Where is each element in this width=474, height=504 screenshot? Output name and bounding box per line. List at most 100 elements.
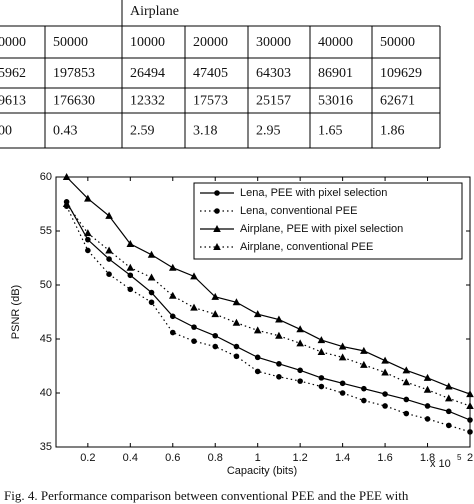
marker — [317, 336, 326, 344]
x-axis-label: Capacity (bits) — [227, 465, 297, 477]
marker — [296, 325, 304, 333]
marker — [467, 417, 473, 423]
marker — [361, 385, 367, 392]
x-tick-label: 1.4 — [335, 452, 350, 464]
table-cell: 25157 — [256, 94, 291, 109]
marker — [126, 263, 135, 271]
marker — [127, 272, 134, 279]
y-tick-label: 40 — [40, 387, 52, 399]
series-line — [66, 205, 471, 433]
marker — [361, 397, 367, 404]
marker — [85, 236, 91, 243]
marker — [84, 229, 92, 237]
marker — [402, 378, 411, 386]
marker — [106, 256, 112, 262]
marker — [148, 289, 155, 296]
x-tick-label: 1.8 — [420, 452, 435, 464]
marker — [275, 315, 283, 323]
marker — [211, 292, 220, 300]
table-cell: 1.65 — [318, 124, 343, 139]
marker — [106, 271, 112, 278]
table-cell: 2.95 — [256, 124, 281, 139]
marker — [168, 263, 177, 271]
marker — [296, 339, 304, 347]
y-axis-label: PSNR (dB) — [10, 285, 22, 339]
marker — [191, 338, 197, 344]
marker — [169, 329, 176, 336]
marker — [190, 272, 198, 280]
x-exponent-power: 5 — [457, 453, 462, 462]
table-cell: 40000 — [318, 35, 353, 50]
y-tick-label: 35 — [40, 441, 52, 453]
marker — [318, 375, 325, 381]
marker — [253, 310, 262, 318]
y-tick-label: 50 — [40, 279, 52, 291]
marker — [147, 250, 156, 258]
marker — [297, 367, 303, 374]
marker — [105, 211, 113, 219]
legend-label: Lena, conventional PEE — [240, 205, 357, 217]
marker — [276, 374, 282, 380]
table-cell: 3.18 — [193, 124, 218, 139]
marker — [424, 416, 431, 422]
marker — [318, 383, 325, 390]
marker — [403, 396, 410, 403]
marker — [402, 366, 411, 374]
table-cell: 10000 — [130, 35, 165, 50]
marker — [126, 239, 135, 247]
legend-label: Airplane, PEE with pixel selection — [240, 223, 403, 235]
marker — [275, 331, 283, 339]
marker — [403, 410, 410, 417]
legend-marker — [214, 190, 220, 196]
marker — [381, 368, 389, 376]
marker — [444, 382, 453, 390]
legend-label: Airplane, conventional PEE — [240, 241, 373, 253]
marker — [254, 354, 261, 361]
table-cell: 0.43 — [53, 124, 78, 139]
marker — [339, 390, 346, 396]
series-line — [66, 203, 471, 407]
x-tick-label: 1 — [255, 452, 261, 464]
marker — [466, 390, 474, 398]
x-tick-label: 0.4 — [123, 452, 138, 464]
marker — [445, 408, 452, 415]
marker — [423, 373, 432, 381]
marker — [211, 310, 220, 318]
marker — [190, 303, 198, 311]
table-cell: 47405 — [193, 66, 228, 81]
marker — [84, 194, 92, 202]
x-tick-label: 0.6 — [165, 452, 180, 464]
marker — [148, 299, 155, 306]
marker — [191, 324, 197, 330]
marker — [253, 326, 262, 334]
table-cell: 26494 — [130, 66, 165, 81]
x-tick-label: 0.2 — [80, 452, 95, 464]
marker — [297, 378, 303, 384]
table-cell: 62671 — [380, 94, 415, 109]
marker — [62, 173, 71, 180]
marker — [254, 368, 261, 375]
marker — [424, 403, 431, 409]
marker — [105, 246, 113, 254]
marker — [467, 429, 473, 435]
table-cell: 30000 — [256, 35, 291, 50]
marker — [444, 394, 453, 402]
marker — [212, 332, 219, 339]
legend-marker — [213, 243, 221, 250]
legend-box — [193, 182, 463, 260]
marker — [339, 380, 346, 387]
marker — [147, 273, 156, 281]
legend-marker — [213, 225, 221, 232]
marker — [466, 401, 474, 409]
marker — [232, 318, 241, 326]
marker — [382, 391, 388, 397]
marker — [382, 403, 388, 409]
marker — [127, 286, 134, 293]
series-line — [66, 176, 471, 395]
marker — [317, 347, 326, 355]
marker — [212, 343, 219, 350]
x-tick-label: 2 — [467, 452, 473, 464]
marker — [360, 346, 368, 354]
marker — [276, 361, 282, 367]
table-cell: 17573 — [193, 94, 228, 109]
